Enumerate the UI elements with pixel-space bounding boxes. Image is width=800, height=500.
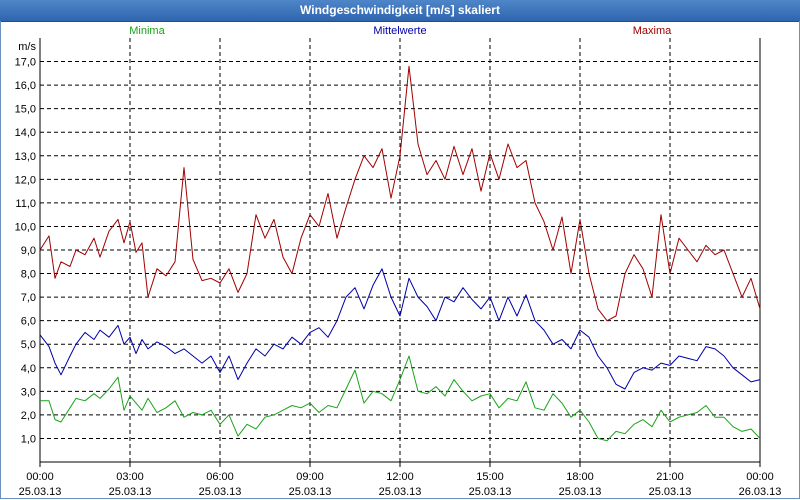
y-tick-label: 15,0: [15, 104, 36, 116]
y-tick-label: 8,0: [21, 269, 36, 281]
x-tick-date: 25.03.13: [559, 486, 602, 498]
x-tick-date: 25.03.13: [649, 486, 692, 498]
grid: [40, 38, 760, 462]
y-tick-label: 5,0: [21, 339, 36, 351]
legend-mittelwerte: Mittelwerte: [373, 25, 426, 37]
legend: Minima Mittelwerte Maxima: [129, 25, 672, 37]
y-tick-label: 6,0: [21, 316, 36, 328]
x-tick-date: 25.03.13: [199, 486, 242, 498]
y-tick-labels: 1,0 2,0 3,0 4,0 5,0 6,0 7,0 8,0 9,0 10,0 11,0 12,0 1…: [15, 41, 37, 445]
y-axis-label: m/s: [18, 41, 36, 53]
y-tick-label: 9,0: [21, 245, 36, 257]
y-tick-label: 13,0: [15, 151, 36, 163]
x-tick-time: 12:00: [386, 471, 414, 483]
x-tick-time: 15:00: [476, 471, 504, 483]
series-line-mittelwerte: [39, 268, 761, 390]
x-tick-time: 03:00: [116, 471, 144, 483]
window-title: Windgeschwindigkeit [m/s] skaliert: [0, 0, 800, 22]
y-tick-label: 17,0: [15, 57, 36, 69]
x-tick-time: 06:00: [206, 471, 234, 483]
series-line-minima: [40, 355, 761, 442]
y-tick-label: 1,0: [21, 433, 36, 445]
legend-minima: Minima: [129, 25, 165, 37]
y-tick-label: 7,0: [21, 292, 36, 304]
x-tick-date: 25.03.13: [469, 486, 512, 498]
y-tick-label: 3,0: [21, 386, 36, 398]
x-tick-time: 09:00: [296, 471, 324, 483]
x-tick-date: 25.03.13: [109, 486, 152, 498]
y-tick-label: 12,0: [15, 174, 36, 186]
x-tick-labels: 00:00 25.03.13 03:00 25.03.13 06:00 25.03.13 0…: [19, 471, 782, 498]
x-tick-time: 21:00: [656, 471, 684, 483]
y-tick-label: 10,0: [15, 221, 36, 233]
y-tick-label: 16,0: [15, 80, 36, 92]
series-line-maxima: [39, 65, 761, 322]
x-tick-date: 25.03.13: [379, 486, 422, 498]
y-tick-label: 2,0: [21, 410, 36, 422]
legend-maxima: Maxima: [633, 25, 672, 37]
series-lines: [39, 65, 761, 442]
y-tick-label: 11,0: [15, 198, 36, 210]
x-tick-date: 26.03.13: [739, 486, 782, 498]
x-tick-date: 25.03.13: [19, 486, 62, 498]
x-tick-date: 25.03.13: [289, 486, 332, 498]
x-tick-time: 00:00: [26, 471, 54, 483]
x-tick-time: 18:00: [566, 471, 594, 483]
y-tick-label: 14,0: [15, 127, 36, 139]
x-tick-time: 00:00: [746, 471, 774, 483]
y-tick-label: 4,0: [21, 363, 36, 375]
